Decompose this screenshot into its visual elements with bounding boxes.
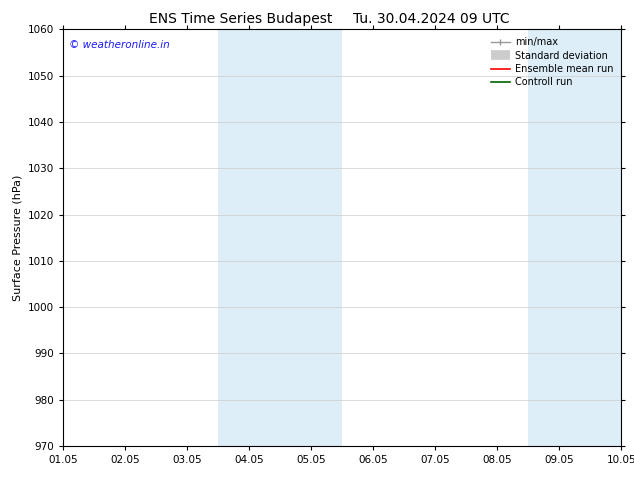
Text: ENS Time Series Budapest: ENS Time Series Budapest — [149, 12, 333, 26]
Legend: min/max, Standard deviation, Ensemble mean run, Controll run: min/max, Standard deviation, Ensemble me… — [488, 34, 616, 90]
Text: Tu. 30.04.2024 09 UTC: Tu. 30.04.2024 09 UTC — [353, 12, 510, 26]
Y-axis label: Surface Pressure (hPa): Surface Pressure (hPa) — [13, 174, 23, 301]
Bar — [218, 29, 342, 446]
Text: © weatheronline.in: © weatheronline.in — [69, 40, 170, 50]
Bar — [528, 29, 634, 446]
